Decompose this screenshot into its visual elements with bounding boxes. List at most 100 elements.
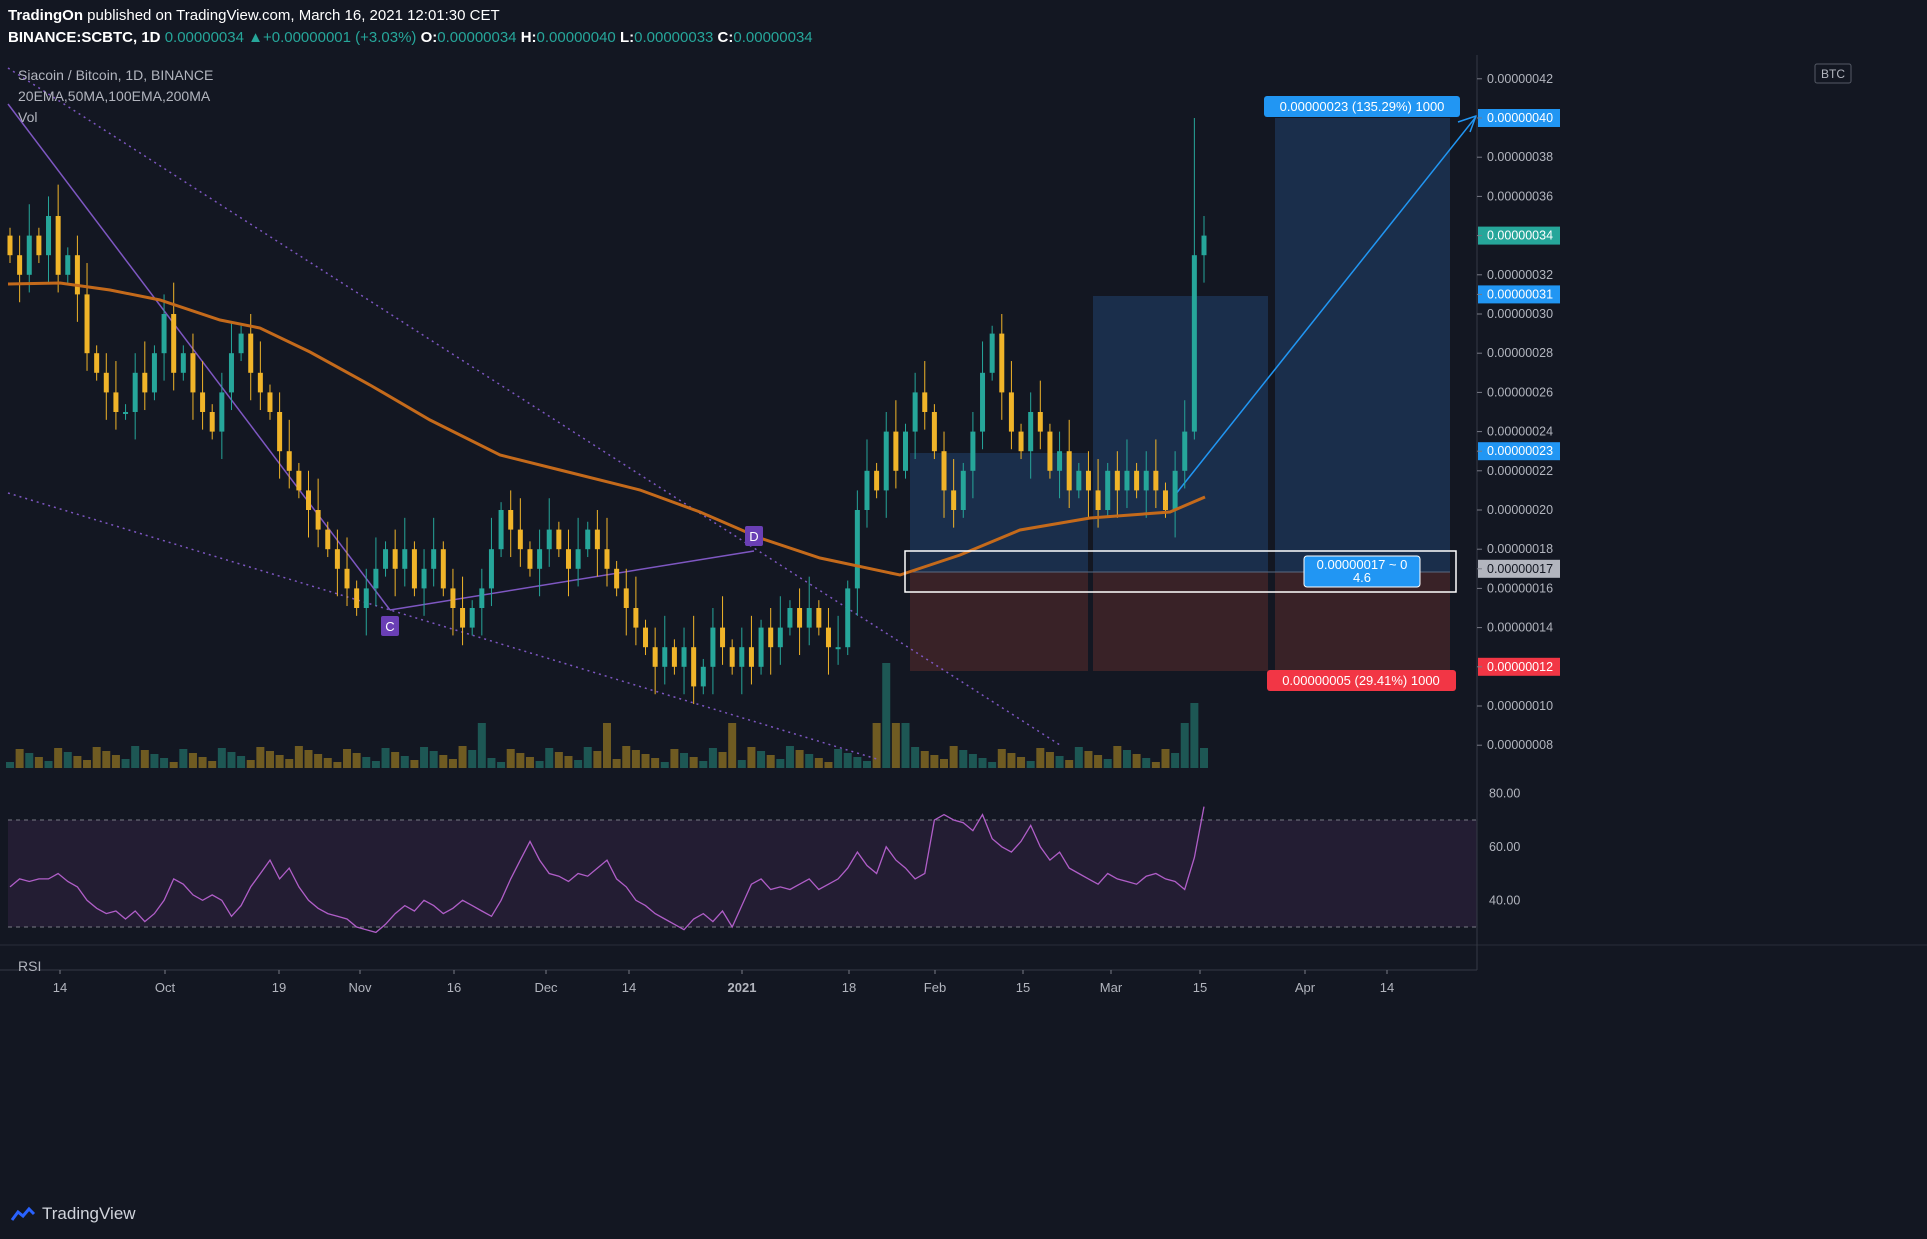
candle-body bbox=[1201, 235, 1207, 256]
volume-bar bbox=[814, 758, 823, 768]
candle-body bbox=[17, 255, 23, 275]
volume-bar bbox=[525, 757, 534, 768]
candle-body bbox=[460, 608, 466, 628]
candle-body bbox=[874, 470, 880, 491]
candle-body bbox=[74, 255, 80, 295]
volume-bars bbox=[6, 663, 1208, 768]
candle-body bbox=[623, 588, 629, 608]
candle-body bbox=[488, 549, 494, 589]
candle-body bbox=[517, 529, 523, 550]
candle-body bbox=[7, 235, 13, 256]
legend-rsi: RSI bbox=[18, 958, 41, 974]
candle-body bbox=[1191, 255, 1197, 432]
volume-bar bbox=[670, 749, 679, 768]
currency-badge bbox=[1814, 63, 1852, 84]
price-label: 0.00000012 bbox=[1487, 660, 1553, 674]
last-price: 0.00000034 bbox=[164, 29, 244, 46]
high-label: H: bbox=[520, 29, 537, 46]
volume-bar bbox=[968, 754, 977, 768]
candle-body bbox=[325, 529, 331, 550]
volume-bar bbox=[458, 746, 467, 768]
point-d-label: D bbox=[749, 529, 758, 544]
trend-line-ac bbox=[7, 103, 391, 611]
candle-body bbox=[171, 314, 177, 373]
volume-bar bbox=[63, 752, 72, 768]
time-label: Feb bbox=[924, 980, 946, 995]
volume-bar bbox=[1200, 748, 1208, 768]
volume-bar bbox=[1151, 762, 1160, 768]
rsi-band-fill bbox=[8, 820, 1477, 927]
projection-arrow bbox=[1174, 117, 1476, 496]
candle-body bbox=[710, 627, 716, 667]
volume-bar bbox=[1161, 749, 1170, 768]
volume-bar bbox=[1017, 757, 1026, 768]
time-label: 2021 bbox=[728, 980, 757, 995]
price-label: 0.00000008 bbox=[1487, 738, 1553, 752]
time-label: 15 bbox=[1016, 980, 1030, 995]
low-value: 0.00000033 bbox=[634, 29, 714, 46]
candle-body bbox=[84, 294, 90, 354]
volume-bar bbox=[737, 760, 746, 768]
candle-body bbox=[748, 647, 754, 667]
candle-body bbox=[797, 608, 803, 628]
candle-body bbox=[440, 549, 446, 589]
volume-bar bbox=[179, 749, 188, 768]
candle-body bbox=[1018, 431, 1024, 452]
volume-bar bbox=[622, 746, 631, 768]
price-label: 0.00000036 bbox=[1487, 189, 1553, 203]
chart-svg[interactable]: 0.00000042 0.00000040 0.00000038 0.00000036… bbox=[0, 55, 1927, 1239]
candle-body bbox=[123, 412, 129, 414]
time-label: Oct bbox=[155, 980, 176, 995]
volume-bar bbox=[227, 752, 236, 768]
rsi-label: 80.00 bbox=[1489, 786, 1520, 800]
volume-bar bbox=[603, 723, 611, 768]
time-label: 14 bbox=[1380, 980, 1394, 995]
candle-body bbox=[816, 608, 822, 628]
candle-body bbox=[402, 549, 408, 569]
candle-body bbox=[315, 510, 321, 530]
candle-body bbox=[1105, 470, 1111, 510]
candle-body bbox=[893, 431, 899, 471]
box-label-1: 0.00000017 ~ 0 bbox=[1317, 557, 1408, 572]
volume-bar bbox=[362, 757, 371, 768]
price-label: 0.00000017 bbox=[1487, 562, 1553, 576]
price-label: 0.00000022 bbox=[1487, 464, 1553, 478]
publisher-name[interactable]: TradingOn bbox=[8, 7, 83, 24]
volume-bar bbox=[102, 751, 111, 768]
tradingview-logo[interactable]: TradingView bbox=[10, 1204, 136, 1224]
candle-body bbox=[334, 549, 340, 569]
volume-bar bbox=[314, 754, 323, 768]
volume-bar bbox=[920, 751, 929, 768]
price-label: 0.00000016 bbox=[1487, 581, 1553, 595]
candle-body bbox=[1172, 470, 1178, 510]
volume-bar bbox=[1065, 760, 1074, 768]
volume-bar bbox=[959, 750, 968, 768]
target-label: 0.00000023 (135.29%) 1000 bbox=[1280, 99, 1445, 114]
candle-body bbox=[989, 333, 995, 373]
ema-line bbox=[7, 281, 1206, 577]
candle-body bbox=[527, 549, 533, 569]
candle-body bbox=[1047, 431, 1053, 471]
time-label: 19 bbox=[272, 980, 286, 995]
volume-bar bbox=[718, 752, 727, 768]
volume-bar bbox=[1132, 754, 1141, 768]
candle-body bbox=[132, 372, 138, 412]
price-label: 0.00000020 bbox=[1487, 503, 1553, 517]
volume-bar bbox=[1007, 753, 1016, 768]
volume-bar bbox=[333, 762, 342, 768]
candle-body bbox=[450, 588, 456, 608]
trend-lines bbox=[7, 67, 1478, 761]
volume-bar bbox=[381, 748, 390, 768]
volume-bar bbox=[1122, 750, 1131, 768]
volume-bar bbox=[1190, 703, 1199, 768]
candle-body bbox=[94, 353, 100, 373]
volume-bar bbox=[497, 762, 506, 768]
box-label-bg bbox=[1303, 555, 1421, 588]
volume-bar bbox=[574, 760, 583, 768]
volume-bar bbox=[689, 757, 698, 768]
candle-body bbox=[1066, 451, 1072, 491]
volume-bar bbox=[805, 754, 814, 768]
candle-body bbox=[960, 470, 966, 510]
volume-bar bbox=[294, 746, 303, 768]
candle-body bbox=[777, 627, 783, 648]
